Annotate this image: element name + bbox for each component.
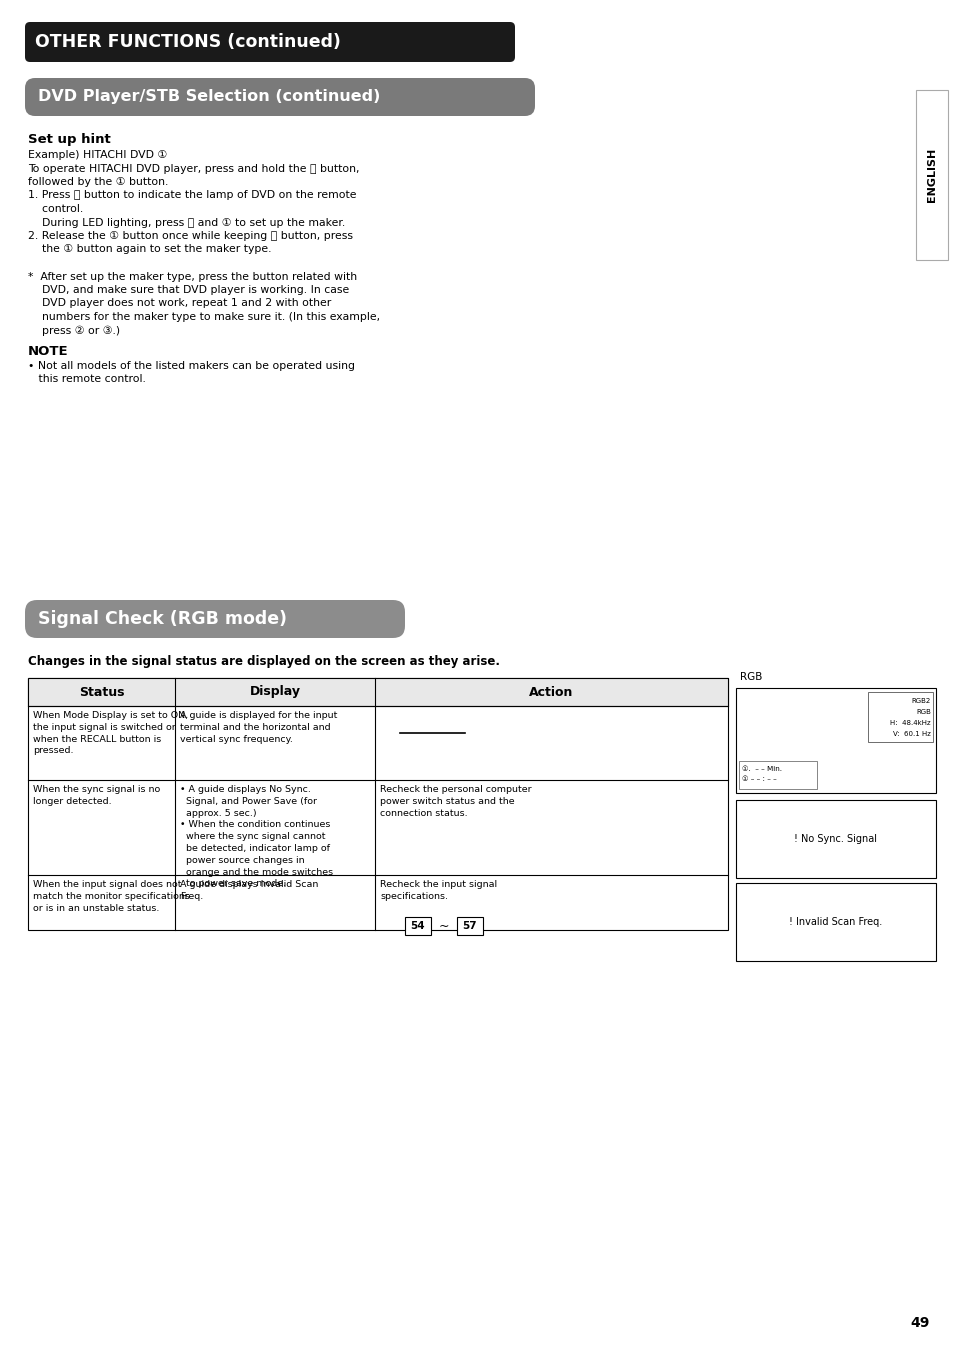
Text: A guide is displayed for the input
terminal and the horizontal and
vertical sync: A guide is displayed for the input termi… (180, 711, 337, 743)
FancyBboxPatch shape (25, 600, 405, 638)
Text: 2. Release the ① button once while keeping Ⓓ button, press: 2. Release the ① button once while keepi… (28, 231, 353, 240)
Text: Example) HITACHI DVD ①: Example) HITACHI DVD ① (28, 150, 167, 159)
Text: ① – – : – –: ① – – : – – (741, 775, 776, 782)
Bar (405, 917, 431, 935)
Text: this remote control.: this remote control. (28, 374, 146, 385)
Bar (735, 884, 935, 961)
Text: OTHER FUNCTIONS (continued): OTHER FUNCTIONS (continued) (35, 32, 340, 51)
Text: 54: 54 (410, 921, 425, 931)
FancyBboxPatch shape (25, 78, 535, 116)
Text: RGB: RGB (915, 709, 930, 715)
Text: RGB: RGB (740, 671, 761, 682)
Text: NOTE: NOTE (28, 345, 69, 358)
Text: H:  48.4kHz: H: 48.4kHz (889, 720, 930, 725)
Text: followed by the ① button.: followed by the ① button. (28, 177, 168, 186)
Text: To operate HITACHI DVD player, press and hold the ⒱ button,: To operate HITACHI DVD player, press and… (28, 163, 359, 173)
Bar (456, 917, 482, 935)
Text: Status: Status (79, 685, 124, 698)
Text: control.: control. (28, 204, 83, 213)
Text: Set up hint: Set up hint (28, 132, 111, 146)
Text: DVD player does not work, repeat 1 and 2 with other: DVD player does not work, repeat 1 and 2… (28, 299, 331, 308)
Text: Recheck the personal computer
power switch status and the
connection status.: Recheck the personal computer power swit… (379, 785, 531, 817)
Bar (28, 678, 727, 707)
Text: ①.  – – Min.: ①. – – Min. (741, 766, 781, 771)
Text: DVD, and make sure that DVD player is working. In case: DVD, and make sure that DVD player is wo… (28, 285, 349, 295)
FancyBboxPatch shape (25, 22, 515, 62)
Text: 1. Press Ⓕ button to indicate the lamp of DVD on the remote: 1. Press Ⓕ button to indicate the lamp o… (28, 190, 356, 200)
Text: Changes in the signal status are displayed on the screen as they arise.: Changes in the signal status are display… (28, 655, 499, 667)
Text: • A guide displays No Sync.
  Signal, and Power Save (for
  approx. 5 sec.)
• Wh: • A guide displays No Sync. Signal, and … (180, 785, 333, 889)
Bar (735, 800, 935, 878)
Text: Action: Action (529, 685, 573, 698)
Text: ~: ~ (438, 920, 449, 932)
Text: numbers for the maker type to make sure it. (In this example,: numbers for the maker type to make sure … (28, 312, 379, 322)
Text: DVD Player/STB Selection (continued): DVD Player/STB Selection (continued) (38, 89, 380, 104)
Bar (739, 761, 816, 789)
Bar (28, 678, 727, 929)
Text: ! No Sync. Signal: ! No Sync. Signal (794, 834, 877, 844)
Text: Signal Check (RGB mode): Signal Check (RGB mode) (38, 611, 287, 628)
Text: 57: 57 (462, 921, 476, 931)
Text: press ② or ③.): press ② or ③.) (28, 326, 120, 336)
Bar (915, 91, 947, 259)
Text: When Mode Display is set to ON,
the input signal is switched or
when the RECALL : When Mode Display is set to ON, the inpu… (33, 711, 188, 755)
Text: Display: Display (250, 685, 300, 698)
Text: When the sync signal is no
longer detected.: When the sync signal is no longer detect… (33, 785, 160, 805)
Bar (867, 692, 932, 742)
Text: RGB2: RGB2 (911, 698, 930, 704)
Text: V:  60.1 Hz: V: 60.1 Hz (892, 731, 930, 738)
Text: 49: 49 (910, 1316, 929, 1329)
Text: ENGLISH: ENGLISH (926, 147, 936, 203)
Text: • Not all models of the listed makers can be operated using: • Not all models of the listed makers ca… (28, 361, 355, 372)
Text: A guide displays Invalid Scan
Freq.: A guide displays Invalid Scan Freq. (180, 880, 318, 901)
Text: *  After set up the maker type, press the button related with: * After set up the maker type, press the… (28, 272, 356, 281)
Bar (28, 678, 727, 707)
Text: Recheck the input signal
specifications.: Recheck the input signal specifications. (379, 880, 497, 901)
Text: When the input signal does not
match the monitor specifications
or is in an unst: When the input signal does not match the… (33, 880, 190, 912)
Text: the ① button again to set the maker type.: the ① button again to set the maker type… (28, 245, 272, 254)
Text: During LED lighting, press Ⓓ and ① to set up the maker.: During LED lighting, press Ⓓ and ① to se… (28, 218, 345, 227)
Bar (735, 688, 935, 793)
Text: ! Invalid Scan Freq.: ! Invalid Scan Freq. (788, 917, 882, 927)
